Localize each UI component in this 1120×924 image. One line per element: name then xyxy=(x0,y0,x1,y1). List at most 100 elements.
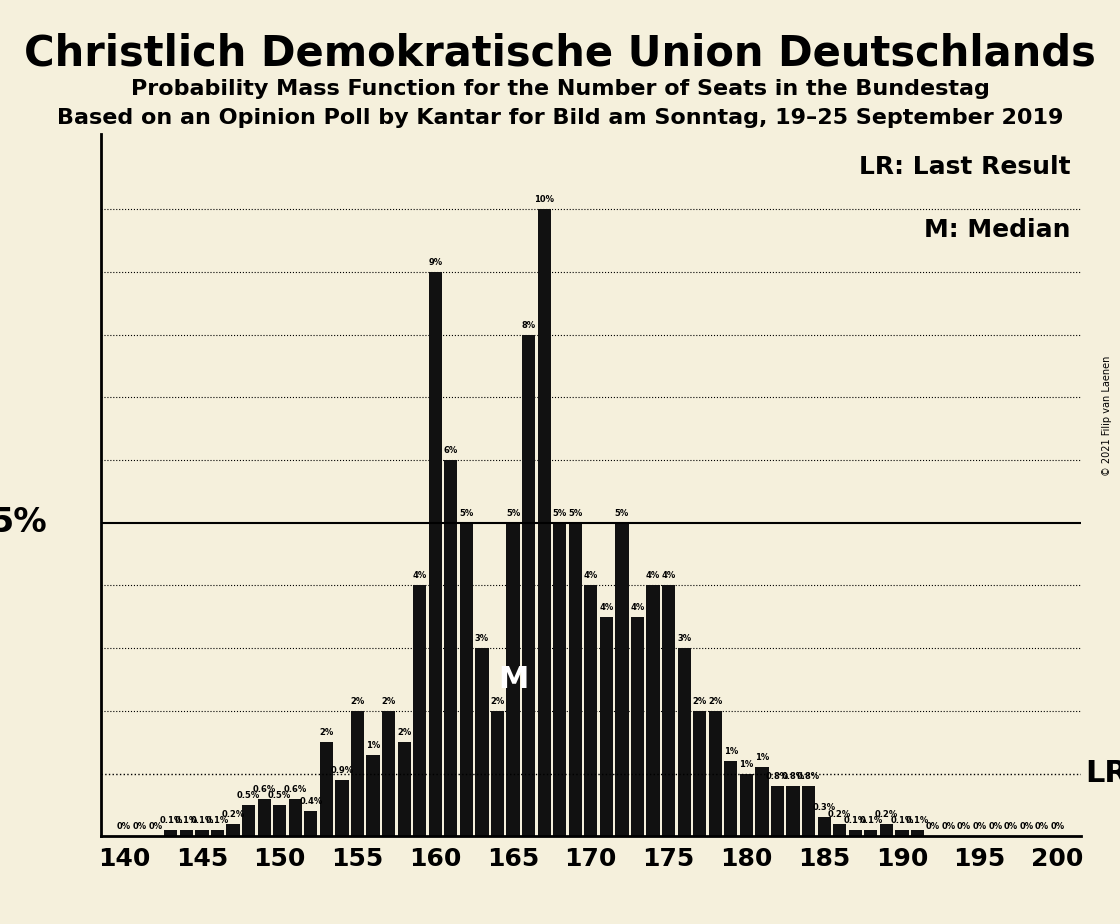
Text: 4%: 4% xyxy=(662,571,675,580)
Text: 0.6%: 0.6% xyxy=(283,784,307,794)
Text: 2%: 2% xyxy=(396,728,411,737)
Text: 0.1%: 0.1% xyxy=(159,816,183,825)
Bar xyxy=(211,830,224,836)
Text: 0.1%: 0.1% xyxy=(859,816,883,825)
Text: 0%: 0% xyxy=(1019,822,1034,832)
Text: 0%: 0% xyxy=(972,822,987,832)
Bar xyxy=(678,648,691,836)
Bar xyxy=(786,786,800,836)
Text: 5%: 5% xyxy=(0,506,47,540)
Text: M: Median: M: Median xyxy=(924,218,1071,242)
Bar xyxy=(849,830,862,836)
Text: LR: LR xyxy=(1085,759,1120,788)
Bar xyxy=(739,773,753,836)
Bar xyxy=(833,823,847,836)
Bar xyxy=(725,761,737,836)
Text: 0.1%: 0.1% xyxy=(175,816,198,825)
Text: 4%: 4% xyxy=(631,602,645,612)
Text: M: M xyxy=(497,665,529,694)
Text: 0.1%: 0.1% xyxy=(906,816,930,825)
Text: Based on an Opinion Poll by Kantar for Bild am Sonntag, 19–25 September 2019: Based on an Opinion Poll by Kantar for B… xyxy=(57,108,1063,128)
Bar xyxy=(445,460,457,836)
Bar xyxy=(351,711,364,836)
Text: 0%: 0% xyxy=(132,822,147,832)
Bar xyxy=(475,648,488,836)
Bar xyxy=(631,617,644,836)
Text: 0.2%: 0.2% xyxy=(875,809,898,819)
Text: 0%: 0% xyxy=(958,822,971,832)
Bar xyxy=(506,523,520,836)
Bar xyxy=(459,523,473,836)
Text: 5%: 5% xyxy=(615,509,629,517)
Bar xyxy=(366,755,380,836)
Bar xyxy=(165,830,177,836)
Text: 4%: 4% xyxy=(412,571,427,580)
Bar xyxy=(226,823,240,836)
Text: 5%: 5% xyxy=(459,509,474,517)
Bar xyxy=(195,830,208,836)
Bar xyxy=(911,830,924,836)
Text: 0.1%: 0.1% xyxy=(190,816,214,825)
Text: 2%: 2% xyxy=(351,697,365,706)
Text: 0.1%: 0.1% xyxy=(843,816,867,825)
Text: 0%: 0% xyxy=(1035,822,1049,832)
Text: 0.5%: 0.5% xyxy=(237,791,260,800)
Text: 2%: 2% xyxy=(708,697,722,706)
Bar xyxy=(273,805,287,836)
Bar xyxy=(879,823,893,836)
Text: 8%: 8% xyxy=(522,321,535,330)
Bar xyxy=(258,798,271,836)
Bar xyxy=(865,830,877,836)
Text: 0.1%: 0.1% xyxy=(890,816,914,825)
Text: 9%: 9% xyxy=(428,258,442,267)
Bar xyxy=(522,334,535,836)
Text: 1%: 1% xyxy=(366,741,380,749)
Text: 6%: 6% xyxy=(444,446,458,455)
Text: Christlich Demokratische Union Deutschlands: Christlich Demokratische Union Deutschla… xyxy=(24,32,1096,74)
Text: 0.5%: 0.5% xyxy=(268,791,291,800)
Text: 0%: 0% xyxy=(1004,822,1018,832)
Text: 5%: 5% xyxy=(506,509,520,517)
Bar xyxy=(646,586,660,836)
Bar xyxy=(553,523,567,836)
Text: 0.6%: 0.6% xyxy=(252,784,276,794)
Bar xyxy=(818,818,831,836)
Text: 5%: 5% xyxy=(552,509,567,517)
Text: 4%: 4% xyxy=(599,602,614,612)
Bar xyxy=(662,586,675,836)
Text: 1%: 1% xyxy=(739,760,754,769)
Bar xyxy=(599,617,613,836)
Text: 0%: 0% xyxy=(118,822,131,832)
Bar xyxy=(398,742,411,836)
Bar xyxy=(709,711,722,836)
Text: 0%: 0% xyxy=(1051,822,1064,832)
Bar xyxy=(179,830,193,836)
Bar xyxy=(289,798,302,836)
Bar xyxy=(693,711,707,836)
Text: 3%: 3% xyxy=(678,634,691,643)
Text: 0.8%: 0.8% xyxy=(782,772,804,781)
Text: 0%: 0% xyxy=(926,822,940,832)
Text: 0%: 0% xyxy=(148,822,162,832)
Text: 3%: 3% xyxy=(475,634,489,643)
Text: 4%: 4% xyxy=(646,571,660,580)
Text: 2%: 2% xyxy=(382,697,395,706)
Bar xyxy=(615,523,628,836)
Text: 1%: 1% xyxy=(755,753,769,762)
Text: LR: Last Result: LR: Last Result xyxy=(859,155,1071,179)
Text: 0.9%: 0.9% xyxy=(330,766,354,774)
Bar xyxy=(413,586,427,836)
Text: 2%: 2% xyxy=(319,728,334,737)
Bar xyxy=(242,805,255,836)
Text: 1%: 1% xyxy=(724,747,738,756)
Text: 2%: 2% xyxy=(692,697,707,706)
Text: 0.8%: 0.8% xyxy=(766,772,788,781)
Bar xyxy=(491,711,504,836)
Bar xyxy=(319,742,333,836)
Bar xyxy=(895,830,908,836)
Text: Probability Mass Function for the Number of Seats in the Bundestag: Probability Mass Function for the Number… xyxy=(131,79,989,99)
Text: © 2021 Filip van Laenen: © 2021 Filip van Laenen xyxy=(1102,356,1111,476)
Text: 4%: 4% xyxy=(584,571,598,580)
Bar xyxy=(335,780,348,836)
Text: 0.2%: 0.2% xyxy=(828,809,851,819)
